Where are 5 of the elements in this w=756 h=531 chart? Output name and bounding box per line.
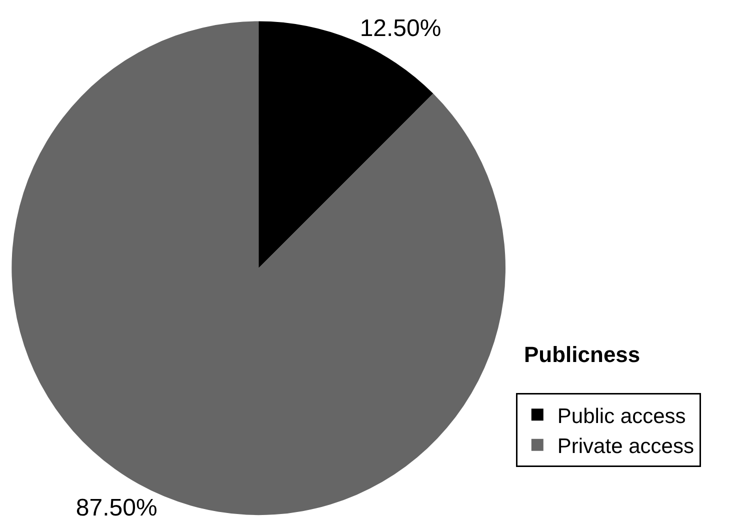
data-label: 12.50% <box>360 15 442 42</box>
legend-label: Private access <box>557 435 694 458</box>
data-label: 87.50% <box>76 494 158 522</box>
legend-label: Public access <box>557 404 686 428</box>
legend-title: Publicness <box>524 342 640 367</box>
